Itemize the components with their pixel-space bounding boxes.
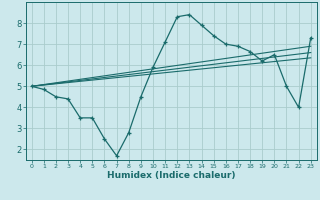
X-axis label: Humidex (Indice chaleur): Humidex (Indice chaleur) [107, 171, 236, 180]
